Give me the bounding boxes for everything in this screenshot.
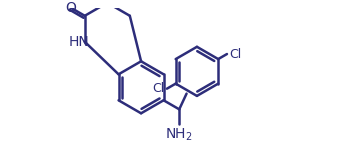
Text: O: O	[65, 1, 76, 15]
Text: NH$_2$: NH$_2$	[165, 126, 193, 143]
Text: HN: HN	[68, 35, 89, 49]
Text: Cl: Cl	[152, 82, 164, 95]
Text: Cl: Cl	[229, 48, 241, 61]
